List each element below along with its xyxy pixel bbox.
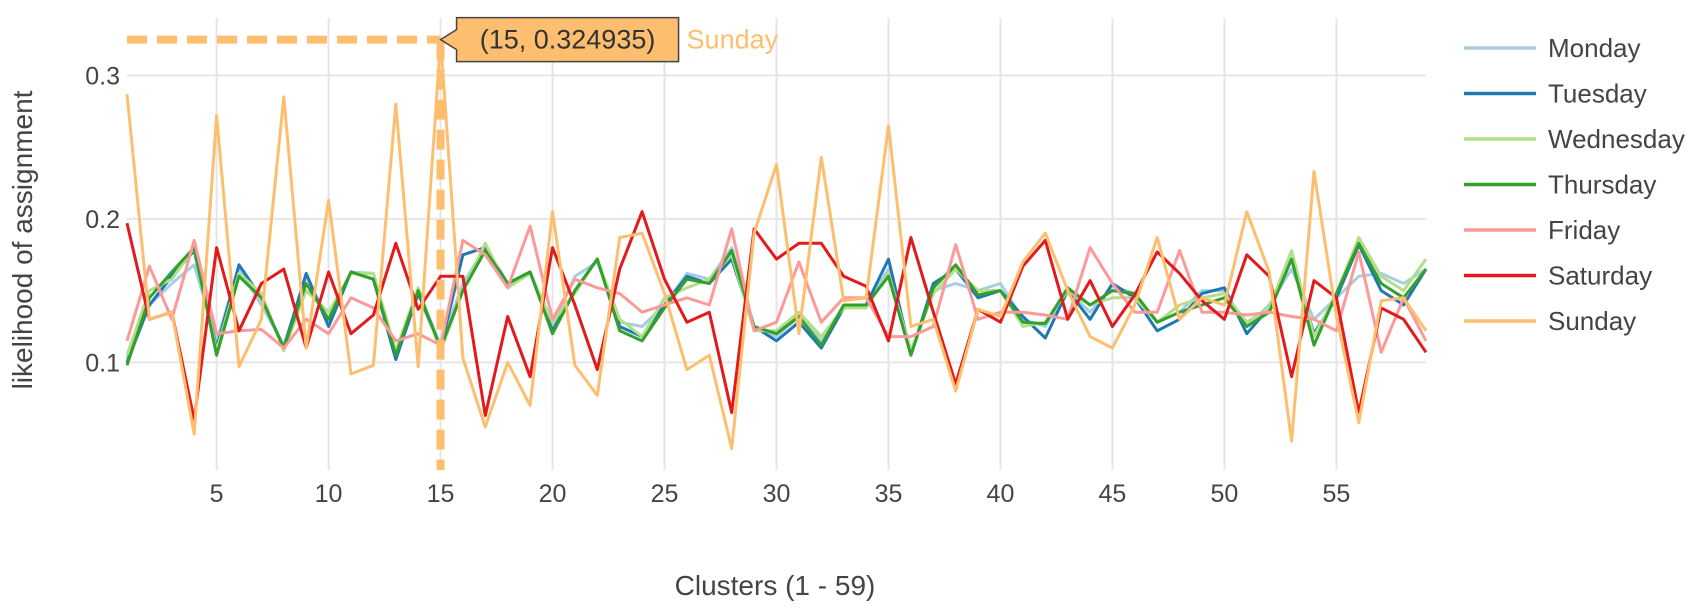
x-tick-label: 30 — [763, 480, 791, 508]
hover-indicator: (15, 0.324935) Sunday — [127, 16, 779, 470]
series-lines[interactable] — [125, 38, 1428, 450]
x-tick-label: 35 — [875, 480, 903, 508]
y-tick-label: 0.2 — [85, 206, 120, 234]
x-tick-label: 5 — [210, 480, 224, 508]
legend-label-sunday[interactable]: Sunday — [1548, 306, 1636, 336]
y-axis-label: likelihood of assignment — [7, 90, 38, 389]
legend[interactable]: Monday Tuesday Wednesday Thursday Friday Satu… — [1464, 33, 1685, 336]
y-axis-ticks: 0.1 0.2 0.3 — [85, 62, 120, 377]
legend-label-saturday[interactable]: Saturday — [1548, 261, 1652, 291]
x-axis-ticks: 5 10 15 20 25 30 35 40 45 50 55 — [210, 480, 1351, 508]
grid-lines — [127, 18, 1426, 470]
legend-label-monday[interactable]: Monday — [1548, 33, 1641, 63]
series-line-thursday[interactable] — [125, 241, 1428, 366]
legend-label-friday[interactable]: Friday — [1548, 215, 1620, 245]
x-tick-label: 40 — [987, 480, 1015, 508]
x-tick-label: 45 — [1099, 480, 1127, 508]
legend-label-thursday[interactable]: Thursday — [1548, 170, 1656, 200]
x-tick-label: 15 — [427, 480, 455, 508]
hover-tooltip-box — [439, 16, 680, 63]
series-line-sunday[interactable] — [125, 38, 1428, 450]
x-tick-label: 20 — [539, 480, 567, 508]
y-tick-label: 0.1 — [85, 349, 120, 377]
legend-label-wednesday[interactable]: Wednesday — [1548, 124, 1685, 154]
x-tick-label: 25 — [651, 480, 679, 508]
x-tick-label: 10 — [315, 480, 343, 508]
hover-tooltip-series-name: Sunday — [687, 25, 779, 55]
x-axis-label: Clusters (1 - 59) — [675, 570, 876, 601]
x-tick-label: 50 — [1211, 480, 1239, 508]
y-tick-label: 0.3 — [85, 62, 120, 90]
x-tick-label: 55 — [1323, 480, 1351, 508]
hover-tooltip-value: (15, 0.324935) — [480, 25, 656, 55]
legend-label-tuesday[interactable]: Tuesday — [1548, 79, 1647, 109]
